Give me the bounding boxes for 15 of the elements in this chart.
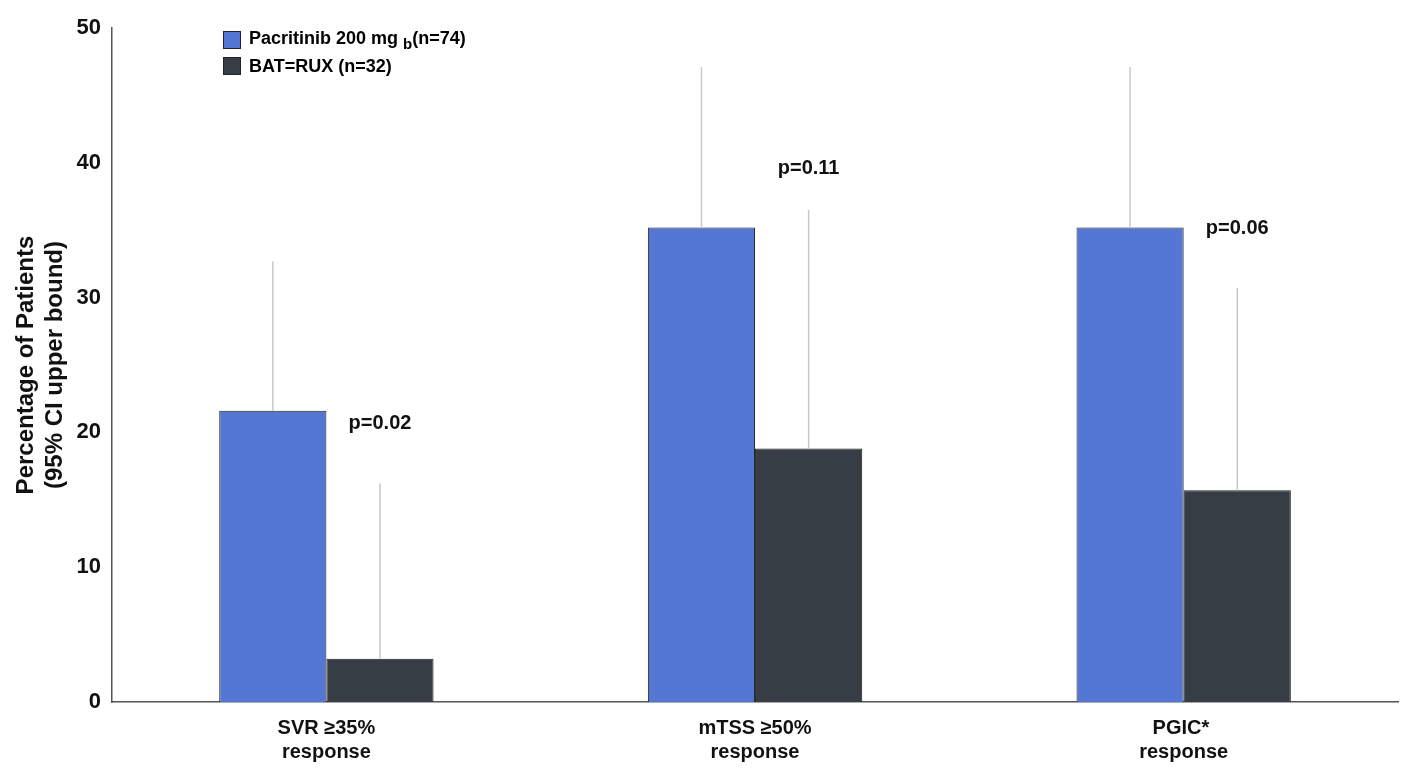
annotation: p=0.11: [777, 155, 840, 178]
annotation: p=0.02: [348, 411, 412, 434]
y-axis-title: Percentage of Patients (95% CI upper bound): [11, 235, 67, 495]
x-tick-label: mTSS ≥50% response: [698, 715, 812, 762]
legend-label: Pacritinib 200 mg $_{b}$(n=74): [249, 28, 466, 52]
x-tick-label: PGIC* response: [1139, 715, 1229, 762]
annotation: p=0.06: [1205, 215, 1269, 238]
x-tick-label: SVR ≥35% response: [277, 715, 376, 762]
legend-label: BAT=RUX (n=32): [249, 55, 392, 77]
y-tick-label: 10: [76, 553, 102, 579]
y-tick-label: 0: [88, 688, 102, 714]
y-tick-label: 40: [76, 148, 102, 174]
y-tick-label: 20: [76, 418, 102, 444]
y-tick-label: 30: [76, 283, 102, 309]
y-tick-label: 50: [76, 14, 102, 40]
